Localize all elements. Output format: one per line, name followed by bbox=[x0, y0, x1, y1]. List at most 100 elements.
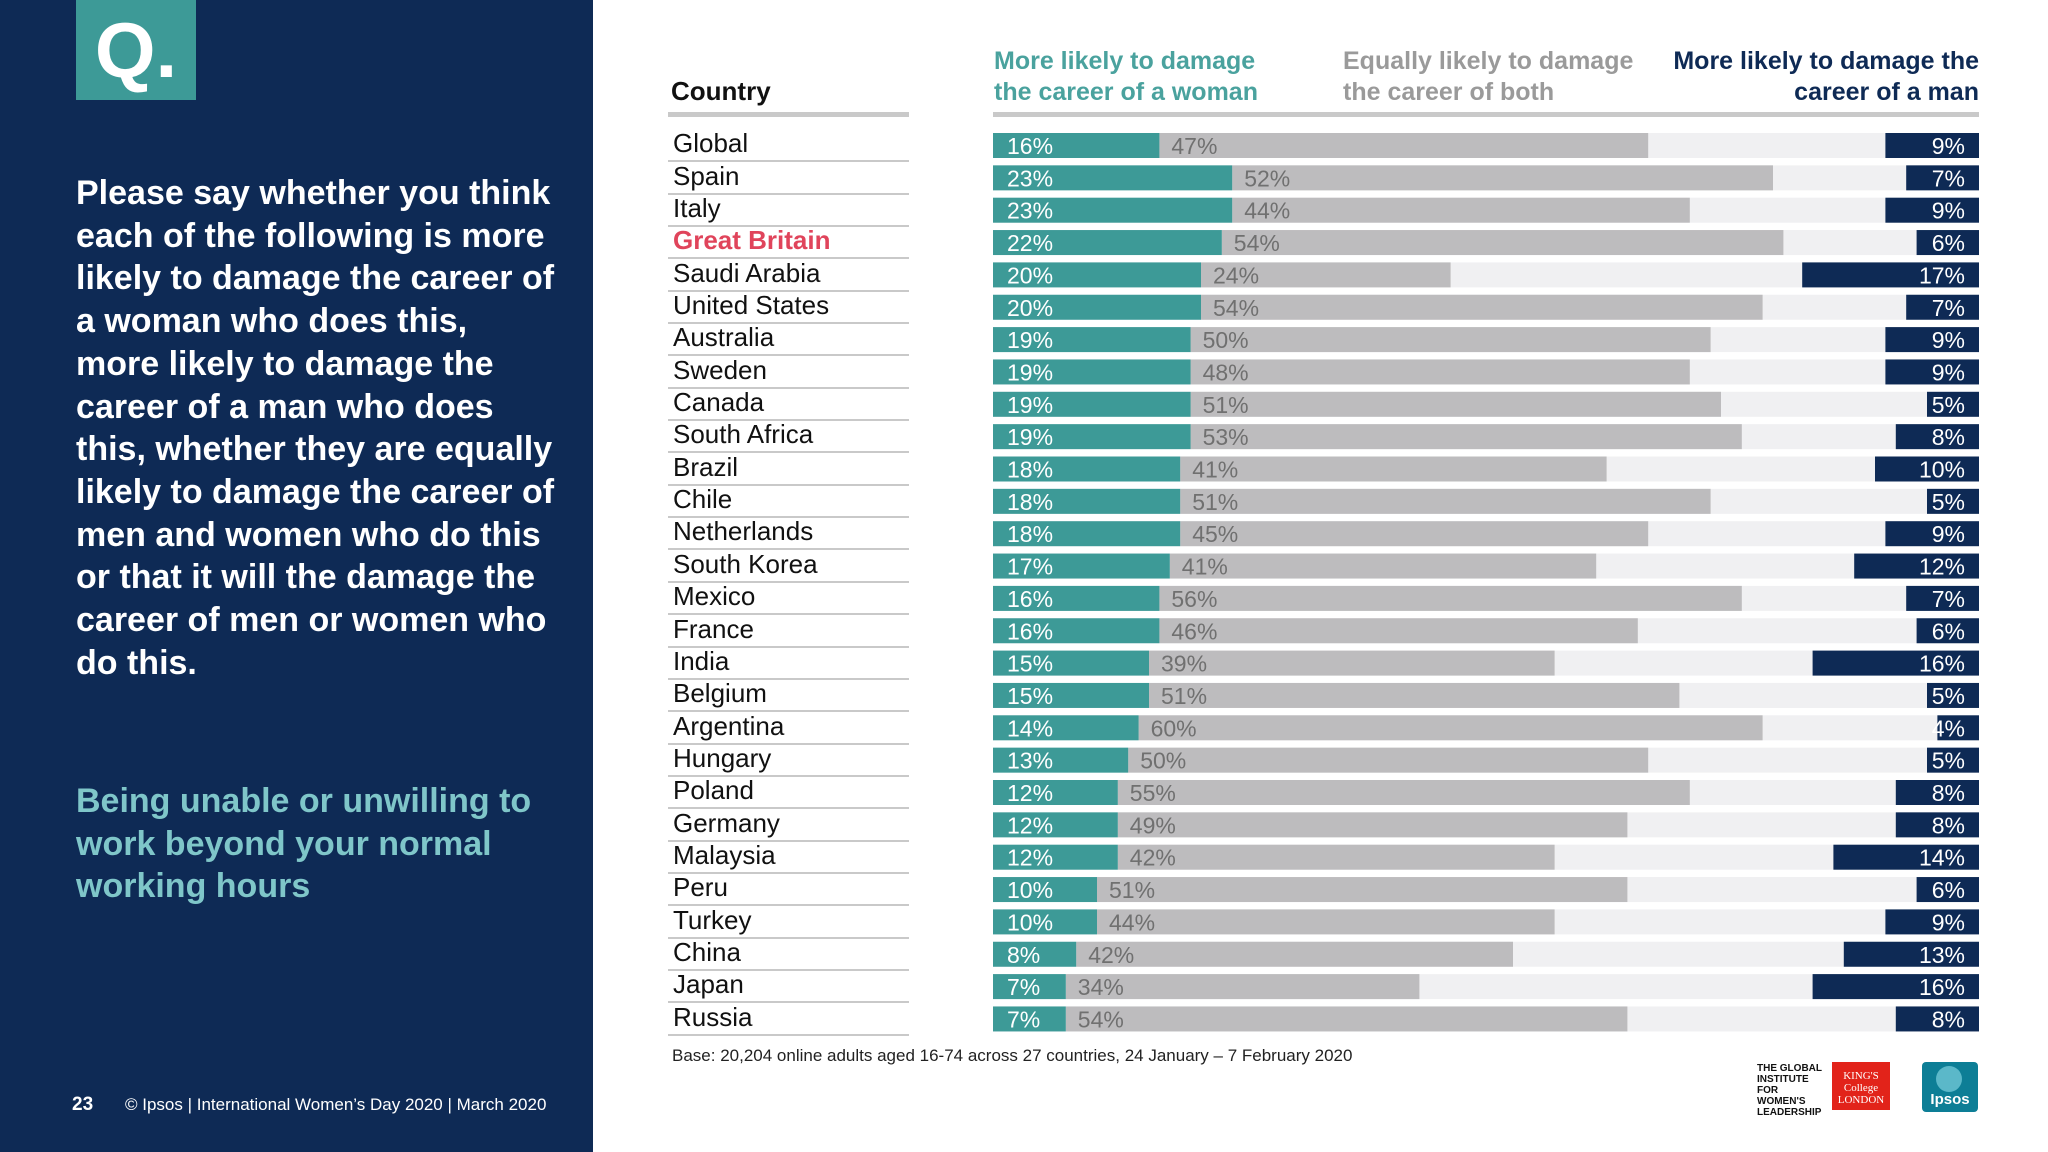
data-label-man: 8% bbox=[1932, 812, 1965, 838]
data-label-man: 9% bbox=[1932, 359, 1965, 385]
data-label-both: 60% bbox=[1151, 715, 1197, 741]
country-row: Australia bbox=[668, 322, 909, 357]
bar-segment-both bbox=[1190, 359, 1690, 385]
data-label-man: 16% bbox=[1919, 651, 1965, 677]
country-row: United States bbox=[668, 290, 909, 325]
bar-segment-both bbox=[1128, 747, 1649, 773]
country-label: Argentina bbox=[673, 710, 785, 741]
country-row: Poland bbox=[668, 775, 909, 810]
country-label: Italy bbox=[673, 193, 721, 224]
country-label: Sweden bbox=[673, 354, 767, 385]
bar-segment-man bbox=[1812, 650, 1979, 676]
data-label-woman: 12% bbox=[1007, 780, 1053, 806]
data-label-man: 9% bbox=[1932, 198, 1965, 224]
data-label-man: 5% bbox=[1932, 683, 1965, 709]
bar-segment-both bbox=[1190, 327, 1711, 353]
bar-segment-man bbox=[1895, 780, 1979, 805]
data-label-man: 9% bbox=[1932, 327, 1965, 353]
bar-segment-woman bbox=[993, 456, 1181, 482]
bar-segment-man bbox=[1895, 1006, 1979, 1032]
data-label-woman: 19% bbox=[1007, 327, 1053, 353]
data-label-woman: 12% bbox=[1007, 812, 1053, 838]
bar-segment-woman bbox=[993, 294, 1201, 320]
bar-segment-woman bbox=[993, 133, 1160, 158]
bar-segment-man bbox=[1916, 618, 1979, 644]
data-label-man: 9% bbox=[1932, 133, 1965, 159]
bar-segment-both bbox=[1201, 294, 1763, 320]
data-label-woman: 12% bbox=[1007, 845, 1053, 871]
country-label: Mexico bbox=[673, 581, 756, 612]
bar-segment-both bbox=[1201, 262, 1451, 288]
data-label-both: 42% bbox=[1130, 845, 1176, 871]
country-row: Argentina bbox=[668, 710, 909, 745]
data-label-woman: 19% bbox=[1007, 392, 1053, 418]
bar-segment-man bbox=[1906, 165, 1979, 191]
country-row: Russia bbox=[668, 1002, 909, 1036]
data-label-both: 48% bbox=[1203, 359, 1249, 385]
bar-segment-woman bbox=[993, 327, 1191, 353]
data-label-woman: 15% bbox=[1007, 651, 1053, 677]
bar-segment-man bbox=[1895, 812, 1979, 838]
question-text: Please say whether you think each of the… bbox=[76, 174, 555, 682]
data-label-man: 5% bbox=[1932, 489, 1965, 515]
country-label: South Africa bbox=[673, 419, 814, 450]
statement-text: Being unable or unwilling to work beyond… bbox=[76, 782, 532, 906]
question-badge: Q. bbox=[76, 0, 196, 100]
bar-segment-man bbox=[1895, 424, 1979, 450]
base-note: Base: 20,204 online adults aged 16-74 ac… bbox=[672, 1046, 1353, 1065]
bar-segment-both bbox=[1149, 682, 1680, 708]
bar-segment-both bbox=[1149, 650, 1555, 676]
chart-header-rule bbox=[993, 112, 1979, 117]
data-label-woman: 18% bbox=[1007, 457, 1053, 483]
bar-segment-woman bbox=[993, 424, 1191, 450]
country-label: India bbox=[673, 645, 730, 676]
country-label: Malaysia bbox=[673, 839, 776, 870]
country-label: Great Britain bbox=[673, 225, 831, 256]
data-label-woman: 16% bbox=[1007, 618, 1053, 644]
data-label-woman: 20% bbox=[1007, 295, 1053, 321]
bar-segment-woman bbox=[993, 197, 1233, 223]
data-label-man: 5% bbox=[1932, 392, 1965, 418]
data-label-both: 45% bbox=[1192, 521, 1238, 547]
bar-segment-both bbox=[1159, 133, 1649, 158]
data-label-man: 8% bbox=[1932, 1006, 1965, 1032]
bar-segment-woman bbox=[993, 1006, 1066, 1032]
country-label: Turkey bbox=[673, 904, 752, 935]
data-label-man: 13% bbox=[1919, 942, 1965, 968]
bar-segment-man bbox=[1916, 877, 1979, 903]
country-label: China bbox=[673, 936, 741, 967]
data-label-both: 54% bbox=[1078, 1006, 1124, 1032]
data-label-woman: 15% bbox=[1007, 683, 1053, 709]
page-number: 23 bbox=[72, 1094, 94, 1115]
data-label-woman: 10% bbox=[1007, 909, 1053, 935]
country-row: Malaysia bbox=[668, 839, 909, 874]
data-label-both: 53% bbox=[1203, 424, 1249, 450]
data-label-woman: 7% bbox=[1007, 1006, 1040, 1032]
bar-segment-woman bbox=[993, 682, 1149, 708]
country-label: France bbox=[673, 613, 754, 644]
bar-segment-both bbox=[1180, 456, 1607, 482]
ipsos-logo-circle-icon bbox=[1936, 1066, 1962, 1092]
country-row: Saudi Arabia bbox=[668, 258, 909, 292]
data-label-both: 46% bbox=[1171, 618, 1217, 644]
bar-segment-woman bbox=[993, 715, 1139, 741]
bar-segment-woman bbox=[993, 974, 1066, 1000]
country-label: Spain bbox=[673, 160, 740, 191]
data-label-man: 12% bbox=[1919, 554, 1965, 580]
legend-both-header: Equally likely to damage the career of b… bbox=[1343, 47, 1634, 106]
bar-segment-man bbox=[1875, 456, 1979, 482]
data-label-both: 24% bbox=[1213, 262, 1259, 288]
country-label: Germany bbox=[673, 807, 780, 838]
kings-college-logo: KING'S College LONDON bbox=[1832, 1062, 1890, 1110]
data-label-both: 50% bbox=[1203, 327, 1249, 353]
bar-segment-both bbox=[1190, 391, 1721, 417]
data-label-both: 52% bbox=[1244, 165, 1290, 191]
data-label-man: 6% bbox=[1932, 877, 1965, 903]
bar-segment-man bbox=[1906, 585, 1979, 611]
bar-segment-woman bbox=[993, 618, 1160, 644]
country-row: Global bbox=[668, 128, 909, 163]
data-label-woman: 22% bbox=[1007, 230, 1053, 256]
bar-segment-woman bbox=[993, 359, 1191, 385]
data-label-both: 54% bbox=[1213, 295, 1259, 321]
